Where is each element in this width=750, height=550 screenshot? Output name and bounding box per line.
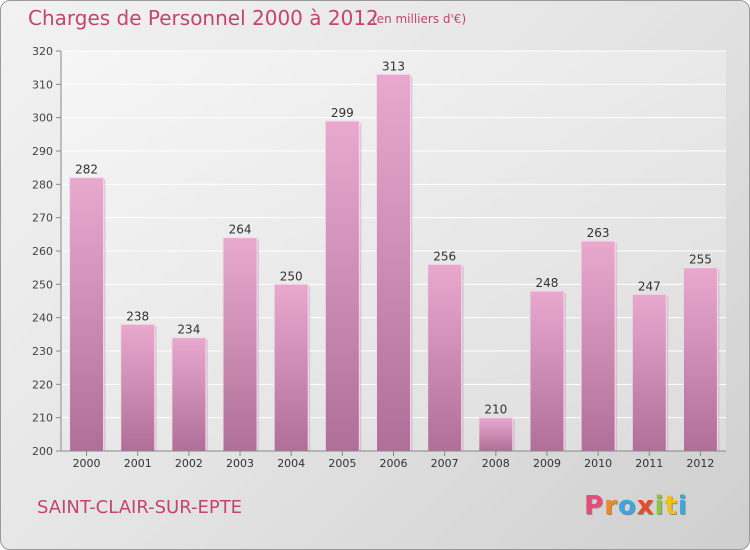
- x-tick-label-2004: 2004: [277, 457, 305, 470]
- logo-letter: r: [604, 491, 618, 521]
- value-label-2006: 313: [382, 59, 405, 73]
- y-tick-label: 250: [32, 278, 53, 291]
- value-label-2000: 282: [75, 163, 98, 177]
- bar-2010: [580, 240, 616, 452]
- bar-2009: [529, 290, 565, 452]
- x-tick-label-2008: 2008: [482, 457, 510, 470]
- x-tick-label-2000: 2000: [73, 457, 101, 470]
- y-tick-label: 270: [32, 212, 53, 225]
- y-tick-label: 260: [32, 245, 53, 258]
- value-label-2011: 247: [638, 279, 661, 293]
- y-tick-label: 200: [32, 445, 53, 458]
- logo-letter: x: [636, 491, 655, 521]
- y-tick-label: 290: [32, 145, 53, 158]
- bar-2000: [69, 177, 105, 452]
- value-label-2003: 264: [229, 223, 252, 237]
- value-label-2004: 250: [280, 269, 303, 283]
- bar-2012: [682, 267, 718, 452]
- bar-2002: [171, 337, 207, 452]
- x-tick-label-2011: 2011: [635, 457, 663, 470]
- value-label-2012: 255: [689, 253, 712, 267]
- chart-title: Charges de Personnel 2000 à 2012: [28, 6, 379, 30]
- bar-2004: [273, 283, 309, 452]
- logo-letter: P: [584, 491, 605, 521]
- logo-letter: i: [677, 491, 688, 521]
- x-tick-label-2012: 2012: [686, 457, 714, 470]
- x-tick-label-2010: 2010: [584, 457, 612, 470]
- value-label-2007: 256: [433, 249, 456, 263]
- logo-letter: o: [617, 491, 637, 521]
- bar-2001: [120, 323, 156, 452]
- bar-2003: [222, 237, 258, 452]
- x-tick-label-2001: 2001: [124, 457, 152, 470]
- bar-2008: [478, 417, 514, 452]
- y-tick-label: 310: [32, 78, 53, 91]
- value-label-2008: 210: [484, 403, 507, 417]
- chart-subtitle: (en milliers d'€): [372, 12, 467, 26]
- y-tick-label: 240: [32, 312, 53, 325]
- value-label-2009: 248: [536, 276, 559, 290]
- x-tick-label-2003: 2003: [226, 457, 254, 470]
- x-tick-label-2006: 2006: [380, 457, 408, 470]
- x-tick-label-2002: 2002: [175, 457, 203, 470]
- city-name: SAINT-CLAIR-SUR-EPTE: [37, 497, 243, 518]
- bar-2007: [427, 263, 463, 452]
- bar-2011: [631, 293, 667, 452]
- value-label-2002: 234: [177, 323, 200, 337]
- x-tick-label-2009: 2009: [533, 457, 561, 470]
- y-tick-label: 220: [32, 378, 53, 391]
- y-tick-label: 280: [32, 178, 53, 191]
- bar-2006: [376, 73, 411, 452]
- proxiti-logo: Proxiti: [584, 491, 688, 521]
- bar-2005: [324, 120, 360, 452]
- x-tick-label-2007: 2007: [431, 457, 459, 470]
- logo-letter: t: [664, 491, 678, 521]
- y-tick-label: 320: [32, 45, 53, 58]
- logo-letter: i: [654, 491, 665, 521]
- value-label-2001: 238: [126, 309, 149, 323]
- value-label-2010: 263: [587, 226, 610, 240]
- x-tick-label-2005: 2005: [328, 457, 356, 470]
- y-tick-label: 230: [32, 345, 53, 358]
- value-label-2005: 299: [331, 106, 354, 120]
- y-tick-label: 210: [32, 412, 53, 425]
- y-tick-label: 300: [32, 112, 53, 125]
